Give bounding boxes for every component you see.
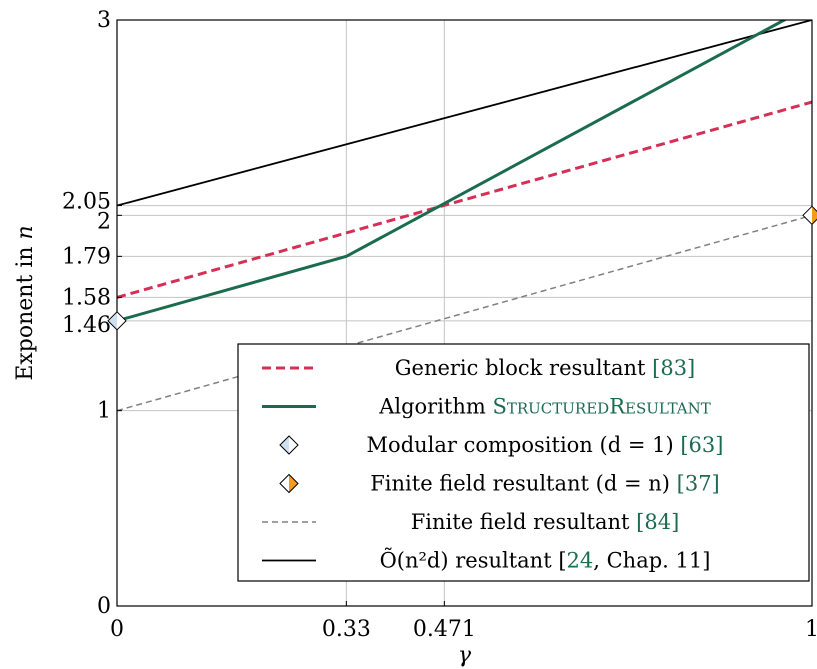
legend-label-generic: Generic block resultant [83]	[395, 356, 696, 380]
marker-modular	[107, 311, 127, 331]
legend-label-modular: Modular composition (d = 1) [63]	[367, 433, 724, 457]
legend-swatch-modular	[279, 435, 299, 455]
legend-item-structured: Algorithm StructuredResultant	[262, 395, 711, 419]
series-line-generic	[117, 100, 812, 299]
legend-item-soft-o: Õ(n²d) resultant [24, Chap. 11]	[262, 549, 710, 573]
legend-label-soft-o: Õ(n²d) resultant [24, Chap. 11]	[380, 549, 711, 573]
x-tick-label: 0.471	[413, 617, 476, 642]
series-line-soft-o	[117, 20, 812, 207]
y-tick-label: 1	[97, 399, 111, 424]
marker-finitefield-dn	[802, 205, 817, 226]
legend-item-finitefield-dn: Finite field resultant (d = n) [37]	[279, 472, 720, 496]
x-axis-label: γ	[458, 643, 472, 668]
legend-label-finitefield: Finite field resultant [84]	[411, 510, 680, 534]
series-line-structured	[117, 20, 788, 323]
y-tick-label: 0	[97, 594, 111, 619]
y-tick-label: 1.79	[62, 244, 111, 269]
x-tick-label: 1	[805, 617, 817, 642]
legend-box	[237, 343, 810, 582]
x-tick-label: 0	[110, 617, 124, 642]
legend-item-generic: Generic block resultant [83]	[262, 356, 695, 380]
tick-labels: 0 0.33 0.471 1 0 1 1.46 1.58 1.79 22.05 3	[62, 8, 817, 642]
y-axis-label-text: Exponent in	[13, 239, 38, 380]
legend-item-finitefield: Finite field resultant [84]	[262, 510, 679, 534]
legend-swatch-finitefield-dn	[279, 473, 299, 494]
y-tick-label: 1.58	[62, 285, 111, 310]
legend-item-modular: Modular composition (d = 1) [63]	[279, 433, 724, 457]
y-tick-label: 2.05	[62, 190, 111, 215]
legend-label-finitefield-dn: Finite field resultant (d = n) [37]	[370, 472, 720, 496]
y-axis-label-var: n	[13, 225, 38, 239]
y-tick-label: 1.46	[62, 313, 111, 338]
series-layer	[117, 20, 812, 412]
x-tick-label: 0.33	[322, 617, 371, 642]
markers-layer	[107, 205, 817, 331]
y-axis-label: Exponent in n	[13, 225, 38, 380]
legend-label-structured: Algorithm StructuredResultant	[378, 395, 711, 419]
series-line-finitefield	[117, 214, 812, 412]
y-tick-label: 2	[97, 209, 111, 234]
y-tick-label: 3	[97, 8, 111, 33]
legend: Generic block resultant [83] Algorithm St…	[237, 343, 810, 582]
